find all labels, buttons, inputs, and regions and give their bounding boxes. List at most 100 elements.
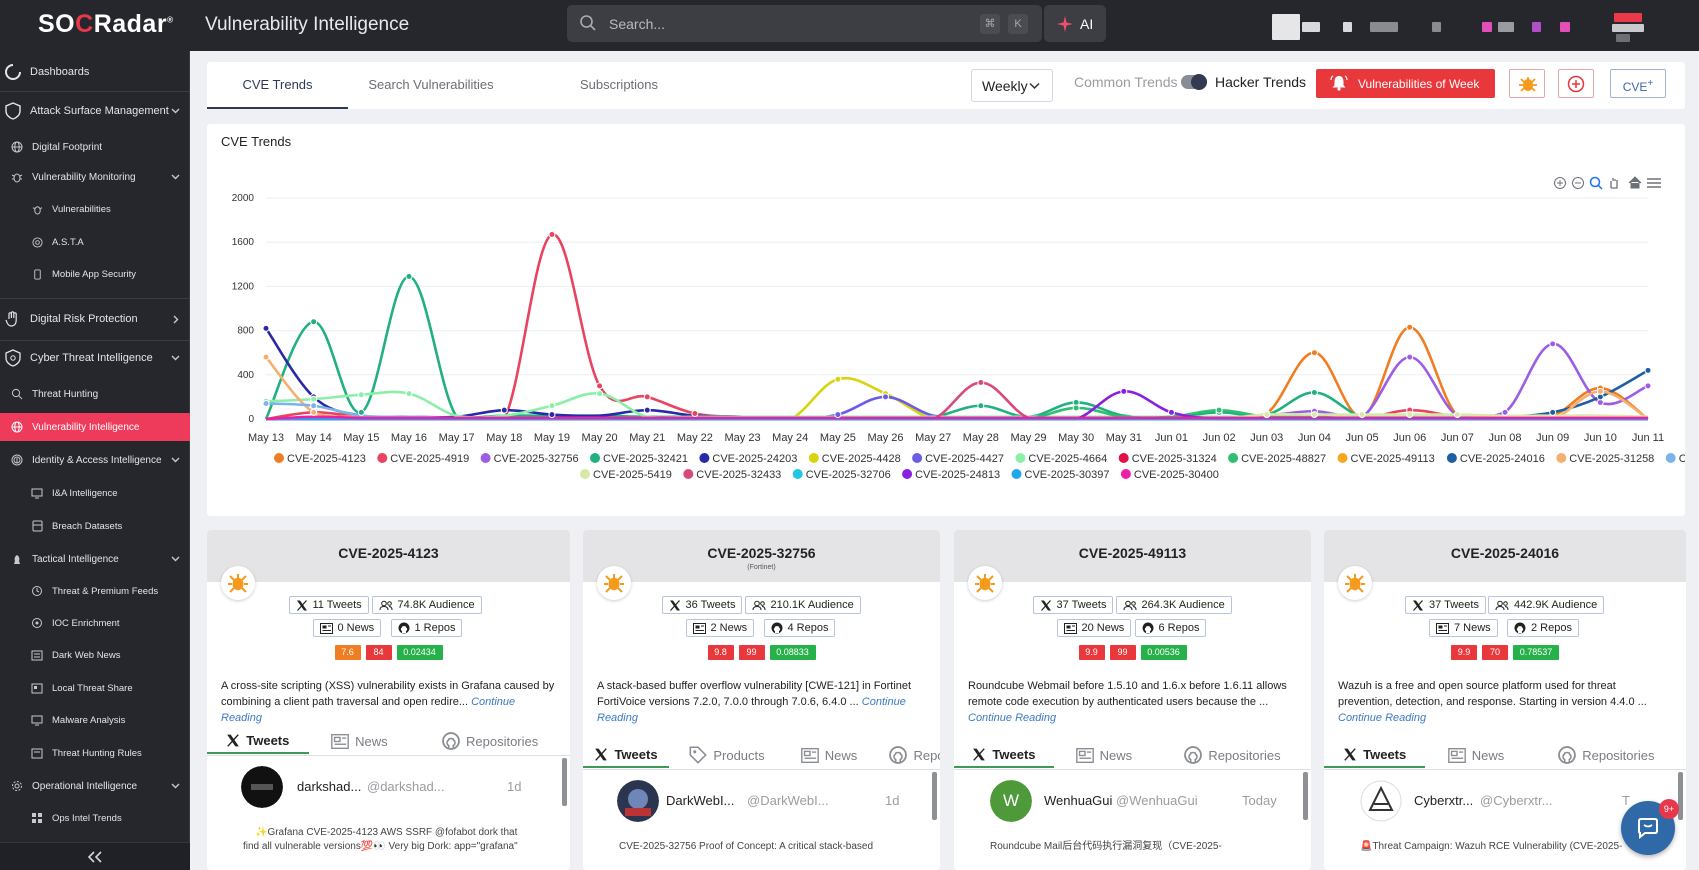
news-tab[interactable]: News <box>309 728 411 754</box>
data-point[interactable] <box>310 408 318 416</box>
trend-mode-toggle[interactable] <box>1181 74 1207 90</box>
tab-subscriptions[interactable]: Subscriptions <box>579 77 659 92</box>
legend-marker[interactable] <box>1228 453 1239 463</box>
data-point[interactable] <box>262 353 270 361</box>
tweets-tab[interactable]: Tweets <box>1324 742 1426 768</box>
data-point[interactable] <box>1072 404 1080 412</box>
legend-item[interactable]: CVE-2025-31258 <box>1569 453 1654 465</box>
data-point[interactable] <box>405 272 413 280</box>
continue-reading-link[interactable]: Continue Reading <box>597 696 906 724</box>
legend-marker[interactable] <box>1665 453 1676 463</box>
data-point[interactable] <box>596 390 604 398</box>
menu-icon[interactable] <box>1647 178 1661 188</box>
sidebar-item-mobile-app[interactable]: Mobile App Security <box>0 262 190 286</box>
legend-marker[interactable] <box>902 469 913 479</box>
repositories-tab[interactable]: Repo <box>877 742 940 768</box>
news-tab[interactable]: News <box>1054 742 1154 768</box>
tweet-author-handle[interactable]: @darkshad... <box>367 779 445 794</box>
tweet-author-handle[interactable]: @DarkWebI... <box>747 793 829 808</box>
legend-marker[interactable] <box>377 453 388 463</box>
tweets-tab[interactable]: Tweets <box>207 728 309 754</box>
legend-item[interactable]: CVE-2025-32433 <box>696 469 781 481</box>
zoom-select-icon[interactable] <box>1589 176 1603 190</box>
news-tab[interactable]: News <box>1425 742 1526 768</box>
sidebar-item-hunting-rules[interactable]: Threat Hunting Rules <box>0 741 190 765</box>
data-point[interactable] <box>1406 353 1414 361</box>
data-point[interactable] <box>262 400 270 408</box>
legend-item[interactable]: CVE-2025-32421 <box>603 453 688 465</box>
data-point[interactable] <box>548 402 556 410</box>
data-point[interactable] <box>834 375 842 383</box>
legend-marker[interactable] <box>808 453 819 463</box>
data-point[interactable] <box>548 230 556 238</box>
scrollbar[interactable] <box>932 772 937 820</box>
legend-marker[interactable] <box>590 453 600 463</box>
sidebar-item-asta[interactable]: A.S.T.A <box>0 230 190 254</box>
data-point[interactable] <box>1596 387 1604 395</box>
data-point[interactable] <box>1310 349 1318 357</box>
cve-card[interactable]: CVE-2025-4123 11 Tweets 74.8K Audience 0 Ne… <box>207 530 570 870</box>
ai-button[interactable]: AI <box>1044 5 1106 42</box>
sidebar-item-local-share[interactable]: Local Threat Share <box>0 676 190 700</box>
avatar[interactable] <box>1360 780 1402 822</box>
avatar[interactable] <box>617 780 659 822</box>
data-point[interactable] <box>357 408 365 416</box>
avatar[interactable] <box>241 766 283 808</box>
data-point[interactable] <box>977 379 985 387</box>
tweet-author-name[interactable]: DarkWebI... <box>666 793 735 808</box>
legend-marker[interactable] <box>1015 453 1026 463</box>
data-point[interactable] <box>1501 408 1509 416</box>
sidebar-item-attack-surface[interactable]: Attack Surface Management <box>0 96 190 126</box>
legend-item[interactable]: CVE-2025-4664 <box>1028 453 1107 465</box>
cve-id[interactable]: CVE-2025-4123 <box>338 545 439 561</box>
home-icon[interactable] <box>1628 176 1642 189</box>
data-point[interactable] <box>1310 411 1318 419</box>
legend-item[interactable]: CVE-2025-24813 <box>915 469 1000 481</box>
data-point[interactable] <box>1453 411 1461 419</box>
legend-item[interactable]: CVE-2025-32756 <box>494 453 579 465</box>
legend-item[interactable]: CVE-2025-4919 <box>390 453 469 465</box>
search-box[interactable]: Search... ⌘ K <box>567 5 1042 42</box>
sidebar-item-cti[interactable]: Cyber Threat Intelligence <box>0 343 190 373</box>
cve-trends-chart[interactable]: 0 400 800 1200 1600 2000 May 13 May 14 May 15 May… <box>207 124 1685 516</box>
data-point[interactable] <box>310 395 318 403</box>
tweet-author-handle[interactable]: @Cyberxtr... <box>1480 793 1553 808</box>
legend-item[interactable]: CVE-2025-48827 <box>1241 453 1326 465</box>
legend-marker[interactable] <box>1446 453 1457 463</box>
legend-marker[interactable] <box>1120 469 1131 479</box>
period-select[interactable]: Weekly <box>971 69 1053 102</box>
data-point[interactable] <box>1167 408 1175 416</box>
cve-id[interactable]: CVE-2025-32756 <box>707 545 816 561</box>
data-point[interactable] <box>310 318 318 326</box>
sidebar-item-vuln-monitoring[interactable]: Vulnerability Monitoring <box>0 165 190 189</box>
sidebar-item-ia-intel[interactable]: I&A Intelligence <box>0 481 190 505</box>
data-point[interactable] <box>882 393 890 401</box>
hacker-trends-label[interactable]: Hacker Trends <box>1215 74 1307 90</box>
sidebar-item-dashboards[interactable]: Dashboards <box>0 59 190 85</box>
cve-card[interactable]: CVE-2025-32756 (Fortinet) 36 Tweets 210.1K … <box>583 530 940 870</box>
series-line[interactable] <box>266 325 1649 421</box>
tweet-author-name[interactable]: Cyberxtr... <box>1414 793 1474 808</box>
legend-item[interactable]: CVE-2025-5419 <box>593 469 672 481</box>
continue-reading-link[interactable]: Continue Reading <box>968 712 1057 724</box>
legend-item[interactable]: CVE-2025-24203 <box>712 453 797 465</box>
legend-item[interactable]: CVE-2025-49113 <box>1351 453 1435 465</box>
bug-filter-button[interactable] <box>1509 69 1545 98</box>
data-point[interactable] <box>310 402 318 410</box>
data-point[interactable] <box>834 411 842 419</box>
collapse-sidebar-button[interactable] <box>0 842 190 870</box>
scrollbar[interactable] <box>1678 772 1683 820</box>
data-point[interactable] <box>643 406 651 414</box>
legend-marker[interactable] <box>699 453 710 463</box>
sidebar-item-dark-web[interactable]: Dark Web News <box>0 643 190 667</box>
data-point[interactable] <box>1358 411 1366 419</box>
legend-item[interactable]: CVE-2025-32706 <box>806 469 891 481</box>
data-point[interactable] <box>977 402 985 410</box>
scrollbar[interactable] <box>562 758 567 806</box>
data-point[interactable] <box>500 406 508 414</box>
data-point[interactable] <box>1406 411 1414 419</box>
repositories-tab[interactable]: Repositories <box>1154 742 1311 768</box>
data-point[interactable] <box>691 409 699 417</box>
sidebar-item-operational[interactable]: Operational Intelligence <box>0 774 190 798</box>
sidebar-item-malware[interactable]: Malware Analysis <box>0 708 190 732</box>
